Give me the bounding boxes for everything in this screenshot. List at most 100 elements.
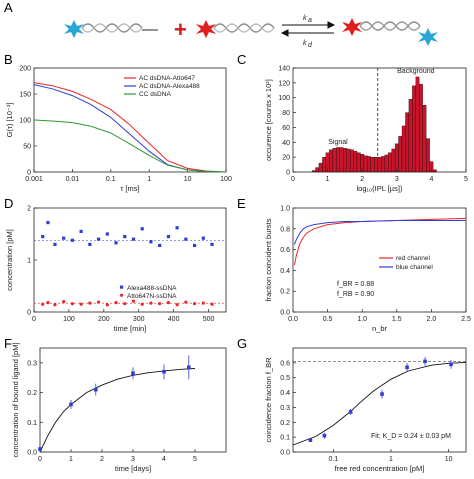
histogram-bar bbox=[346, 148, 351, 173]
histogram-bar bbox=[318, 162, 323, 173]
x-tick-label: 3 bbox=[395, 176, 399, 183]
y-tick-label: 0 bbox=[27, 170, 31, 177]
histogram-bar bbox=[377, 156, 382, 173]
data-point bbox=[88, 301, 92, 305]
y-axis-label: concentration [pM] bbox=[5, 229, 14, 291]
data-point bbox=[405, 365, 409, 370]
x-tick-label: 1.0 bbox=[357, 316, 367, 323]
histogram-bar bbox=[384, 154, 389, 173]
x-axis-label: free red concentration [pM] bbox=[335, 464, 425, 473]
x-tick-label: 0.1 bbox=[106, 176, 116, 183]
data-point bbox=[70, 238, 74, 242]
rate-ka-label: k bbox=[303, 15, 307, 22]
chart-e-coincidence: 0.0 0.5 1.0 1.5 2.0 2.5 0.0 0.2 0.4 0.6 0.8 1.0 n_br… bbox=[264, 206, 471, 334]
blue-fluorophore-star-complex bbox=[418, 28, 438, 46]
x-tick-label: 10 bbox=[184, 176, 192, 183]
data-point bbox=[105, 232, 109, 236]
x-tick-label: 10 bbox=[445, 456, 453, 463]
y-tick-label: 40 bbox=[282, 140, 290, 147]
data-point bbox=[162, 369, 166, 374]
histogram-bar bbox=[415, 76, 420, 173]
series-line bbox=[33, 84, 227, 173]
panel-label-g: G bbox=[237, 336, 248, 351]
y-tick-label: 0.3 bbox=[27, 360, 37, 367]
data-point bbox=[201, 301, 205, 305]
x-tick-label: 1 bbox=[69, 456, 73, 463]
dna-duplex bbox=[359, 21, 421, 31]
data-point bbox=[308, 438, 313, 442]
data-point bbox=[348, 410, 353, 414]
y-tick-label: 120 bbox=[278, 80, 290, 87]
x-axis-label: n_br bbox=[372, 324, 388, 333]
data-point bbox=[94, 387, 98, 392]
annotation-frb: f_RB = 0.90 bbox=[337, 291, 374, 298]
x-axis-label: log₁₀(IPL [µs]) bbox=[357, 184, 403, 193]
histogram-bar bbox=[412, 85, 416, 173]
data-point bbox=[69, 402, 73, 407]
legend-entry: AC dsDNA-Atto647 bbox=[139, 75, 195, 82]
data-point bbox=[158, 243, 162, 248]
y-axis-label: G(τ) [10⁻³] bbox=[5, 103, 14, 138]
data-point bbox=[41, 235, 45, 239]
x-tick-label: 400 bbox=[168, 316, 180, 323]
x-tick-label: 300 bbox=[133, 316, 145, 323]
histogram-bar bbox=[329, 149, 333, 173]
histogram-bar bbox=[336, 147, 340, 173]
histogram-bar bbox=[339, 147, 344, 173]
annotation-background: Background bbox=[397, 68, 434, 75]
legend-entry: blue channel bbox=[396, 264, 433, 271]
histogram-bar bbox=[394, 143, 399, 173]
y-tick-label: 100 bbox=[278, 95, 290, 102]
data-point bbox=[187, 365, 191, 370]
plot-frame bbox=[39, 347, 227, 453]
histogram-bar bbox=[343, 148, 347, 173]
y-tick-label: 0.0 bbox=[27, 450, 37, 457]
x-tick-label: 1 bbox=[326, 176, 330, 183]
y-tick-label: 0.0 bbox=[280, 310, 290, 317]
y-axis-label: occurence [counts x 10²] bbox=[264, 79, 273, 161]
y-tick-label: 0.8 bbox=[280, 226, 290, 233]
chart-c-histogram: 0 1 2 3 4 5 0 20 40 60 80 100 120 140 log₁₀(IPL [µs]) o… bbox=[264, 66, 468, 194]
x-tick-label: 0.1 bbox=[328, 456, 338, 463]
data-point bbox=[210, 242, 214, 246]
data-point bbox=[175, 303, 179, 307]
panel-label-b: B bbox=[4, 52, 13, 67]
data-point bbox=[88, 242, 92, 246]
dna-strand-right bbox=[213, 23, 275, 33]
data-point bbox=[322, 433, 327, 438]
x-axis-label: time [days] bbox=[115, 464, 151, 473]
rate-kd-subscript: d bbox=[308, 42, 313, 48]
x-tick-label: 4 bbox=[162, 456, 166, 463]
histogram-bar bbox=[363, 155, 368, 173]
chart-f-bound-ligand: 0 1 2 3 4 5 0.0 0.1 0.2 0.3 time [days] concentrati… bbox=[11, 342, 227, 473]
y-tick-label: 0.2 bbox=[280, 420, 290, 427]
y-tick-label: 20 bbox=[282, 155, 290, 162]
rate-ka-subscript: a bbox=[308, 17, 312, 24]
histogram-bar bbox=[422, 104, 427, 173]
y-tick-label: 0.4 bbox=[280, 390, 290, 397]
data-point bbox=[46, 301, 50, 305]
x-tick-label: 100 bbox=[220, 176, 232, 183]
data-point bbox=[46, 220, 50, 225]
histogram-bar bbox=[398, 136, 403, 173]
histogram-bar bbox=[387, 152, 392, 173]
x-tick-label: 5 bbox=[464, 176, 468, 183]
histogram-bar bbox=[374, 156, 378, 173]
annotation-fbr: f_BR = 0.88 bbox=[337, 281, 374, 288]
blue-fluorophore-star bbox=[64, 20, 84, 38]
histogram-bar bbox=[408, 99, 413, 173]
histogram-bar bbox=[391, 148, 396, 173]
y-tick-label: 0.2 bbox=[280, 289, 290, 296]
histogram-bar bbox=[381, 156, 385, 173]
y-tick-label: 50 bbox=[23, 144, 31, 151]
x-tick-label: 5 bbox=[193, 456, 197, 463]
data-point bbox=[192, 243, 197, 248]
histogram-bar bbox=[370, 156, 375, 173]
x-tick-label: 0.5 bbox=[323, 316, 333, 323]
data-point bbox=[70, 302, 74, 306]
panel-label-f: F bbox=[4, 336, 12, 351]
y-tick-label: 100 bbox=[19, 118, 31, 125]
data-point bbox=[131, 371, 135, 376]
histogram-bar bbox=[332, 148, 337, 173]
data-point bbox=[175, 226, 179, 230]
